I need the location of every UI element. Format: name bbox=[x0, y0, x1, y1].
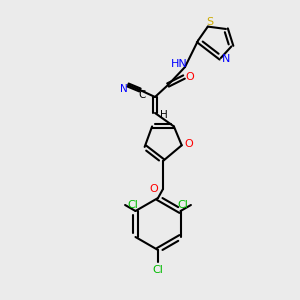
Text: O: O bbox=[186, 72, 194, 82]
Text: S: S bbox=[206, 16, 213, 27]
Text: O: O bbox=[184, 139, 193, 149]
Text: HN: HN bbox=[171, 59, 188, 69]
Text: N: N bbox=[120, 84, 128, 94]
Text: C: C bbox=[138, 90, 146, 100]
Text: O: O bbox=[150, 184, 158, 194]
Text: Cl: Cl bbox=[153, 265, 164, 275]
Text: Cl: Cl bbox=[128, 200, 139, 210]
Text: N: N bbox=[222, 54, 230, 64]
Text: Cl: Cl bbox=[178, 200, 188, 210]
Text: H: H bbox=[160, 110, 168, 120]
